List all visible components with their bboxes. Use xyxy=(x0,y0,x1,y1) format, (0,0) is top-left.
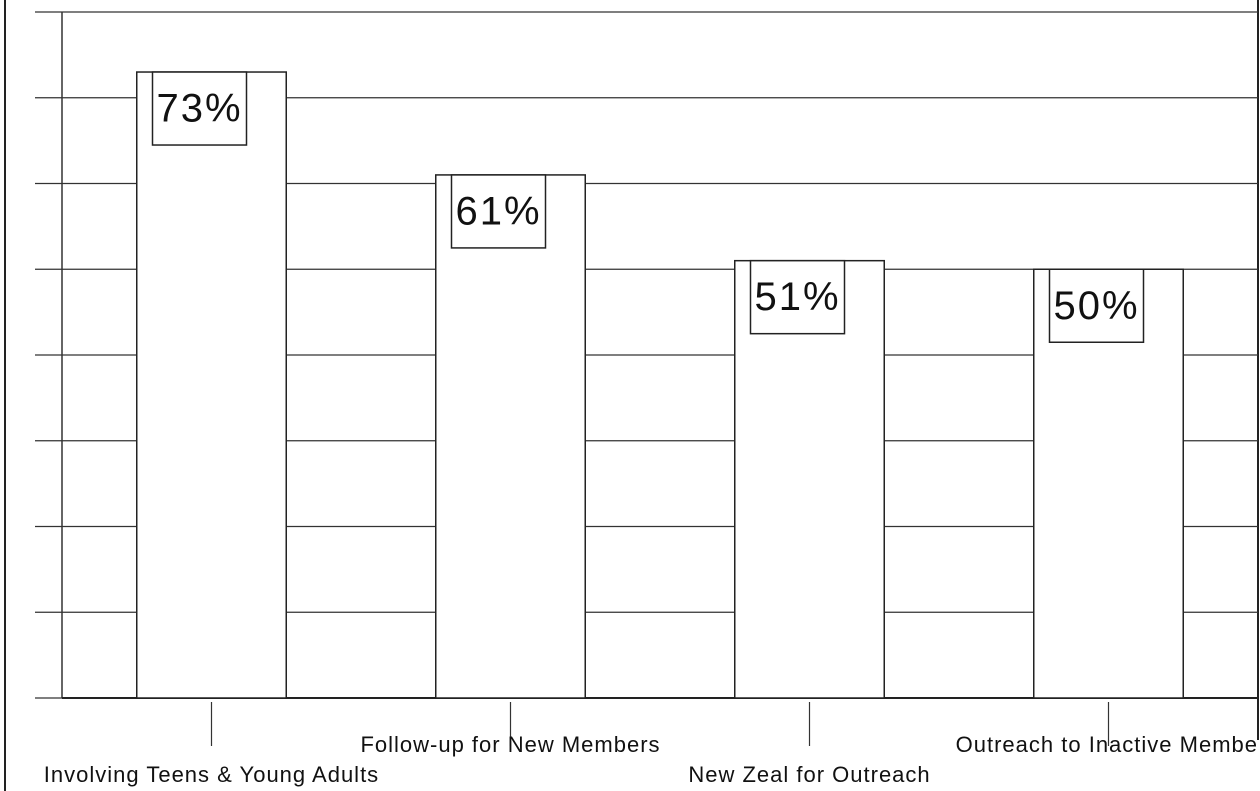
value-label: 51% xyxy=(754,275,840,319)
x-tick-label: New Zeal for Outreach xyxy=(688,762,930,787)
value-label-box xyxy=(1048,268,1145,343)
x-tick-label: Outreach to Inactive Membe xyxy=(956,732,1258,757)
value-label: 73% xyxy=(156,87,242,131)
value-label-box xyxy=(151,71,248,146)
x-tick-label: Follow-up for New Members xyxy=(360,732,660,757)
bar xyxy=(435,174,586,699)
value-label-box xyxy=(450,174,547,249)
value-label-box xyxy=(749,259,846,335)
value-label: 50% xyxy=(1053,284,1139,328)
value-label: 61% xyxy=(455,189,541,233)
bar xyxy=(136,71,287,699)
x-tick-label: Involving Teens & Young Adults xyxy=(44,762,379,787)
